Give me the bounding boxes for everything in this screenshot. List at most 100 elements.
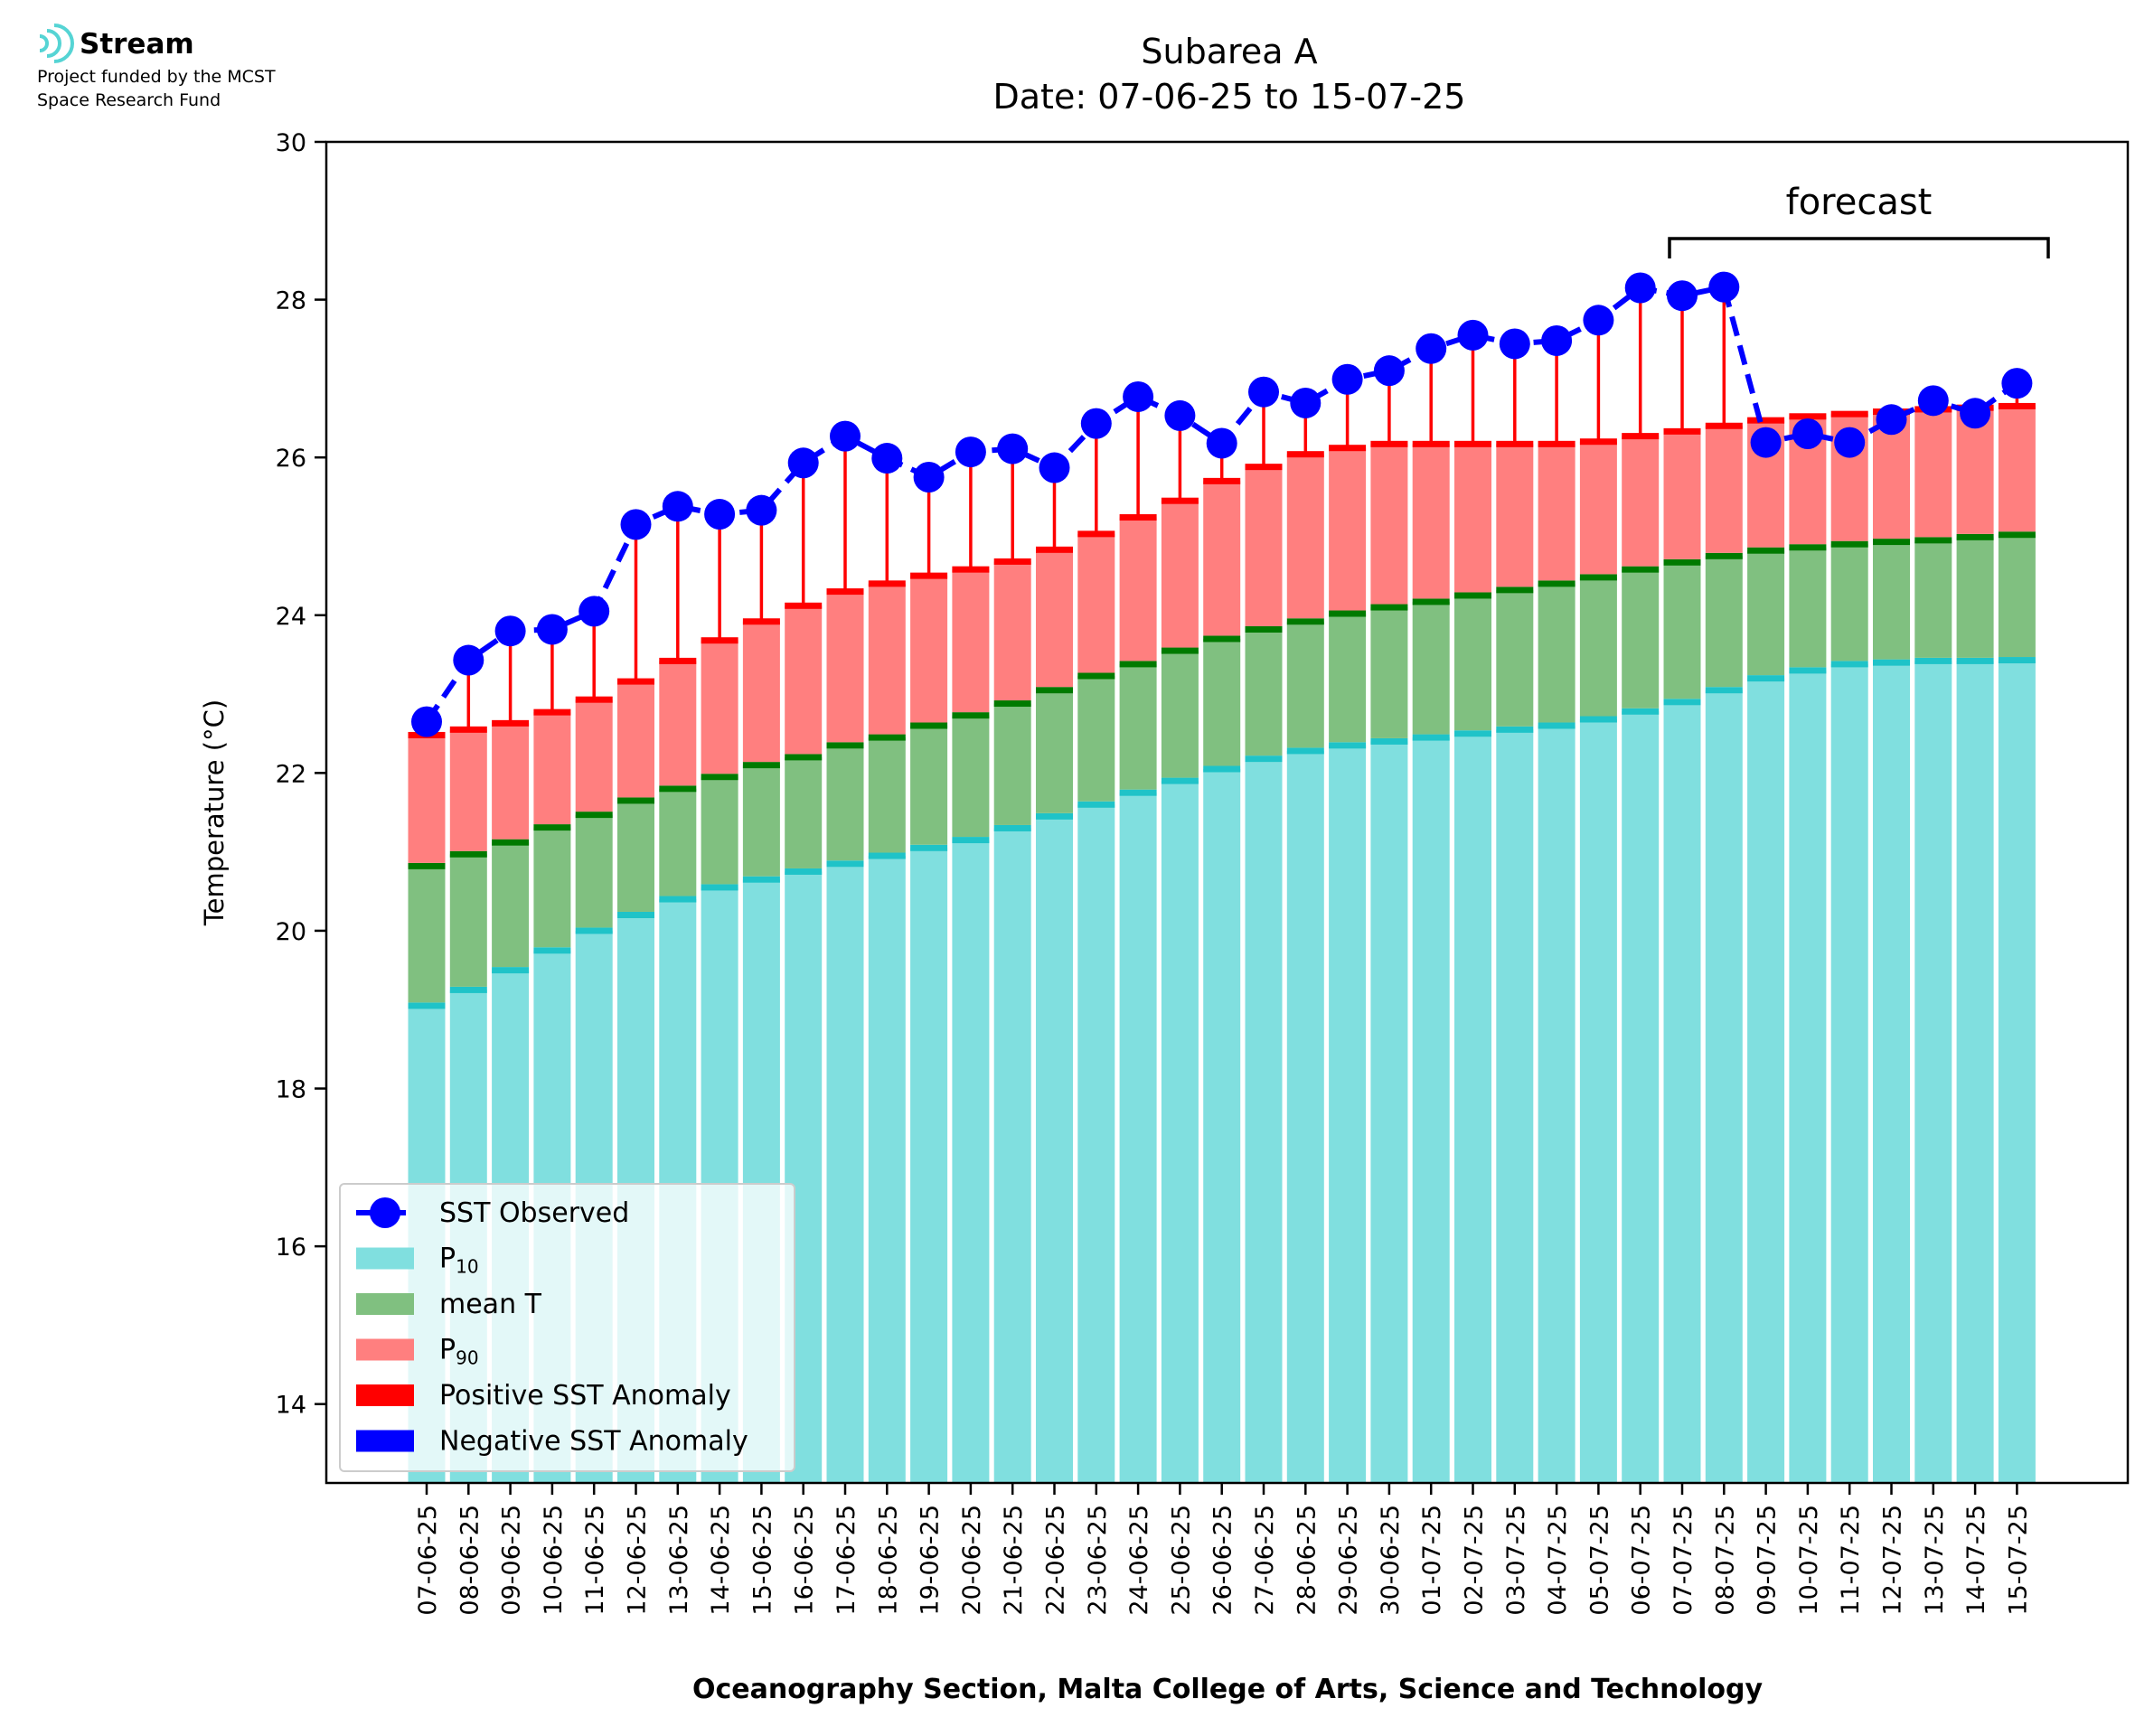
bar-mean	[1705, 556, 1743, 688]
bar-p10-cap	[1119, 789, 1157, 796]
observed-point	[1373, 355, 1405, 387]
bar-p90	[1245, 466, 1283, 626]
bar-p10-cap	[1998, 657, 2036, 664]
axes: 14 16 18 20 22 24 26 28 30 07-06-25 08-06-25 09-06-…	[276, 129, 2033, 1616]
bar-p10-cap	[617, 911, 654, 918]
bar-mean	[1998, 534, 2036, 658]
observed-point	[1416, 333, 1447, 364]
x-tick-label: 14-06-25	[707, 1505, 735, 1616]
bar-mean-cap	[952, 712, 990, 719]
bar-mean-cap	[659, 785, 697, 793]
bars-layer	[408, 402, 2036, 1483]
x-tick-label: 18-06-25	[874, 1505, 902, 1616]
x-tick-label: 23-06-25	[1084, 1505, 1112, 1616]
bar-p90	[1161, 501, 1199, 648]
bar-p10-cap	[1370, 737, 1408, 745]
bar-p10	[1705, 690, 1743, 1483]
bar-p10-cap	[1161, 777, 1199, 784]
bar-mean-cap	[868, 734, 906, 741]
observed-point	[1750, 427, 1782, 458]
stream-logo: Stream Project funded by the MCST Space …	[37, 23, 276, 110]
logo-wave-1	[39, 34, 49, 52]
observed-point	[578, 596, 610, 627]
observed-point	[1080, 408, 1112, 439]
bar-p90	[492, 723, 530, 840]
x-tick-label: 08-06-25	[456, 1505, 484, 1616]
bar-p90	[408, 735, 446, 863]
bar-p10	[1496, 729, 1534, 1483]
bar-p10-cap	[408, 1002, 446, 1009]
bar-p10-cap	[1245, 755, 1283, 763]
observed-point	[1248, 376, 1279, 408]
bar-mean	[449, 854, 487, 987]
legend-swatch	[356, 1338, 414, 1361]
bar-p10-cap	[1412, 734, 1450, 741]
bar-p10	[1622, 711, 1660, 1483]
x-tick-label: 13-07-25	[1921, 1505, 1949, 1616]
y-tick-label: 18	[276, 1076, 306, 1104]
bar-p10-cap	[1705, 687, 1743, 694]
bar-mean-cap	[1245, 625, 1283, 633]
bar-p10	[1830, 663, 1868, 1483]
x-tick-label: 26-06-25	[1209, 1505, 1237, 1616]
bar-p10	[1412, 737, 1450, 1483]
bar-mean	[1161, 651, 1199, 778]
bar-p10	[1203, 768, 1241, 1483]
bar-p90	[910, 576, 948, 723]
bar-mean	[1203, 638, 1241, 766]
bar-mean-cap	[408, 862, 446, 869]
bar-mean	[1412, 601, 1450, 735]
bar-p10-cap	[1329, 742, 1367, 749]
bar-p90	[575, 699, 613, 812]
bar-p90	[1370, 444, 1408, 605]
chart-subtitle: Date: 07-06-25 to 15-07-25	[993, 77, 1466, 117]
bar-p10-cap	[1956, 657, 1994, 664]
forecast-bracket-line	[1668, 237, 2050, 258]
bar-mean-cap	[1454, 592, 1491, 599]
bar-mean	[701, 776, 738, 885]
y-tick-label: 30	[276, 129, 306, 157]
signal-waves-icon	[39, 23, 74, 63]
bar-p90	[1036, 549, 1073, 688]
x-tick-label: 29-06-25	[1335, 1505, 1363, 1616]
observed-point	[1331, 363, 1363, 395]
bar-mean-cap	[826, 742, 864, 749]
bar-p10-cap	[1873, 659, 1910, 666]
observed-point	[830, 420, 861, 452]
x-tick-label: 07-07-25	[1670, 1505, 1698, 1616]
bar-p90	[1077, 533, 1115, 673]
observed-point	[1876, 404, 1907, 436]
bar-p10-cap	[868, 852, 906, 859]
x-tick-label: 15-06-25	[748, 1505, 776, 1616]
bar-mean-cap	[1370, 604, 1408, 611]
bar-p10	[1161, 781, 1199, 1483]
observed-point	[1541, 324, 1573, 356]
bar-p10-cap	[1622, 708, 1660, 715]
x-tick-label: 09-07-25	[1754, 1505, 1782, 1616]
bar-p90	[1663, 431, 1701, 559]
y-axis-label: Temperature (°C)	[199, 699, 230, 926]
observed-point	[1917, 385, 1949, 417]
bar-mean-cap	[492, 839, 530, 846]
bar-p90	[701, 640, 738, 774]
bar-p10-cap	[1538, 722, 1576, 729]
bar-mean	[1789, 547, 1827, 668]
bar-mean	[1914, 540, 1952, 658]
observed-point	[620, 509, 652, 540]
bar-p90	[785, 605, 823, 755]
bar-mean-cap	[1077, 672, 1115, 680]
logo-line-2: Space Research Fund	[37, 90, 221, 110]
bar-mean	[1873, 541, 1910, 660]
observed-point	[1123, 380, 1154, 412]
bar-mean-cap	[910, 722, 948, 729]
bar-p10	[1454, 733, 1491, 1483]
bar-p90	[1998, 406, 2036, 532]
bar-mean-cap	[1286, 618, 1324, 625]
x-tick-label: 25-06-25	[1167, 1505, 1195, 1616]
bar-p90-cap	[1789, 413, 1827, 420]
x-tick-label: 28-06-25	[1293, 1505, 1321, 1616]
x-tick-label: 17-06-25	[832, 1505, 861, 1616]
bar-p10-cap	[910, 844, 948, 851]
bar-mean	[1077, 675, 1115, 802]
bar-p90	[1412, 444, 1450, 599]
